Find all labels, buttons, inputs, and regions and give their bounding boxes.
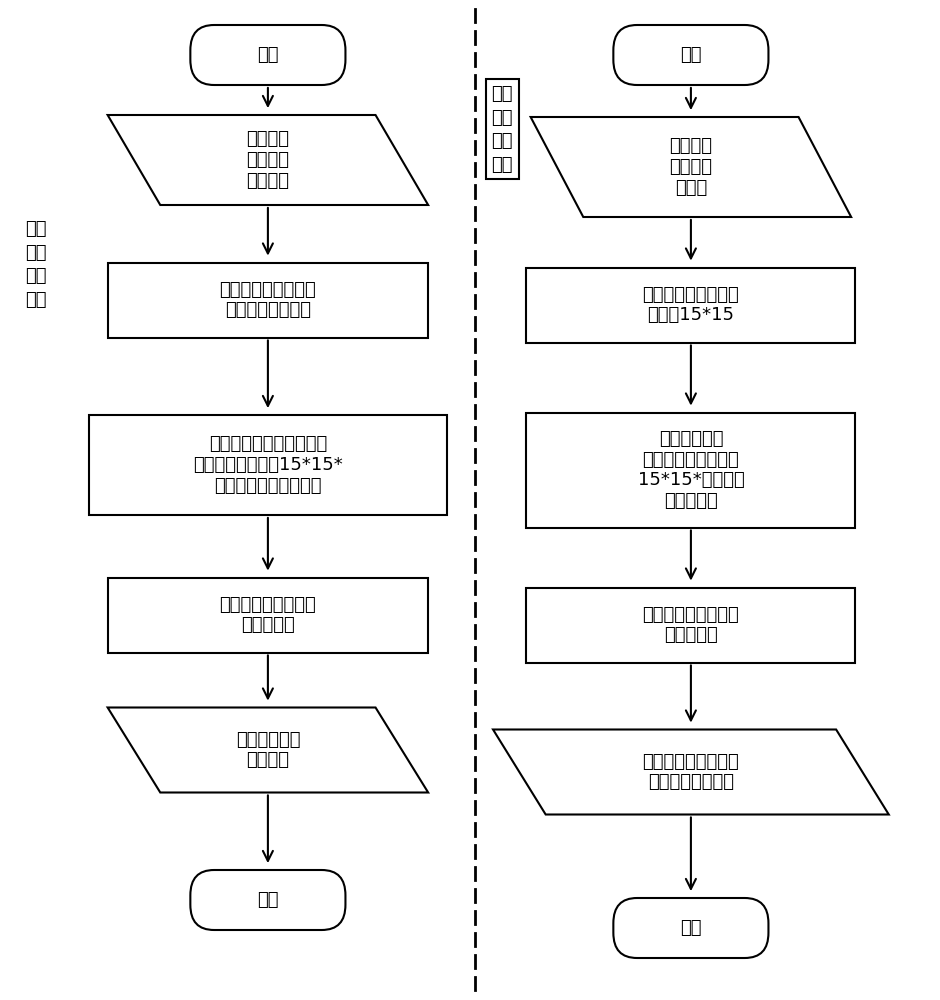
Polygon shape (107, 115, 429, 205)
Text: 将每组数据中的多光谱激
发荧光感兴趣区域15*15*
光谱数量作为输入图像: 将每组数据中的多光谱激 发荧光感兴趣区域15*15* 光谱数量作为输入图像 (193, 435, 343, 495)
Text: 获得三维卷积
神经网络: 获得三维卷积 神经网络 (236, 731, 300, 769)
Text: 荧光
区域
分割
模块: 荧光 区域 分割 模块 (492, 85, 513, 174)
Text: 统一划分初始感兴趣
区域：15*15: 统一划分初始感兴趣 区域：15*15 (643, 286, 739, 324)
Text: 使用三维卷积神经网
络进行判别: 使用三维卷积神经网 络进行判别 (643, 606, 739, 644)
Text: 将所有光谱的
感兴趣区域组装成为
15*15*光谱数量
的输入图像: 将所有光谱的 感兴趣区域组装成为 15*15*光谱数量 的输入图像 (637, 430, 744, 510)
FancyBboxPatch shape (108, 577, 428, 652)
FancyBboxPatch shape (190, 870, 345, 930)
Text: 获得多光谱激发荧光
有效区域分割结果: 获得多光谱激发荧光 有效区域分割结果 (643, 753, 739, 791)
Text: 结束: 结束 (258, 891, 278, 909)
FancyBboxPatch shape (89, 415, 446, 515)
FancyBboxPatch shape (614, 898, 769, 958)
Polygon shape (493, 730, 889, 814)
Text: 开始: 开始 (258, 46, 278, 64)
Text: 获取卷积
神经网络
训练数据: 获取卷积 神经网络 训练数据 (246, 130, 290, 190)
FancyBboxPatch shape (526, 587, 855, 662)
FancyBboxPatch shape (526, 412, 855, 527)
Text: 使用三维卷积神经网
络进行训练: 使用三维卷积神经网 络进行训练 (220, 596, 316, 634)
Polygon shape (530, 117, 852, 217)
Text: 神经
网络
训练
模块: 神经 网络 训练 模块 (25, 220, 46, 309)
FancyBboxPatch shape (190, 25, 345, 85)
Polygon shape (107, 708, 429, 792)
FancyBboxPatch shape (526, 268, 855, 342)
FancyBboxPatch shape (614, 25, 769, 85)
Text: 获取多光
谱激发荧
光图像: 获取多光 谱激发荧 光图像 (669, 137, 713, 197)
FancyBboxPatch shape (108, 263, 428, 338)
Text: 结束: 结束 (681, 919, 701, 937)
Text: 开始: 开始 (681, 46, 701, 64)
Text: 将每组数据中的自发
荧光作为真实结果: 将每组数据中的自发 荧光作为真实结果 (220, 281, 316, 319)
